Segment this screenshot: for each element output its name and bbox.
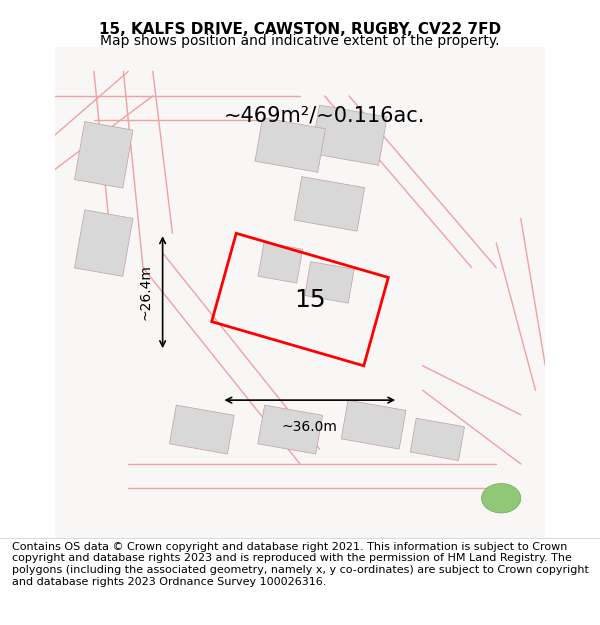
Polygon shape — [169, 405, 234, 454]
Text: ~36.0m: ~36.0m — [282, 420, 338, 434]
Polygon shape — [294, 177, 365, 231]
Text: 15: 15 — [294, 288, 326, 311]
Polygon shape — [258, 242, 302, 283]
Text: ~469m²/~0.116ac.: ~469m²/~0.116ac. — [224, 106, 425, 126]
Text: ~26.4m: ~26.4m — [139, 264, 153, 320]
Text: 15, KALFS DRIVE, CAWSTON, RUGBY, CV22 7FD: 15, KALFS DRIVE, CAWSTON, RUGBY, CV22 7F… — [99, 22, 501, 37]
Polygon shape — [410, 418, 464, 461]
Polygon shape — [341, 400, 406, 449]
Polygon shape — [255, 118, 325, 172]
Polygon shape — [74, 121, 133, 188]
Polygon shape — [258, 405, 323, 454]
Polygon shape — [74, 210, 133, 276]
Polygon shape — [311, 105, 387, 165]
Polygon shape — [305, 262, 354, 303]
Text: Contains OS data © Crown copyright and database right 2021. This information is : Contains OS data © Crown copyright and d… — [12, 542, 589, 587]
Ellipse shape — [482, 484, 521, 513]
Text: Map shows position and indicative extent of the property.: Map shows position and indicative extent… — [100, 34, 500, 48]
